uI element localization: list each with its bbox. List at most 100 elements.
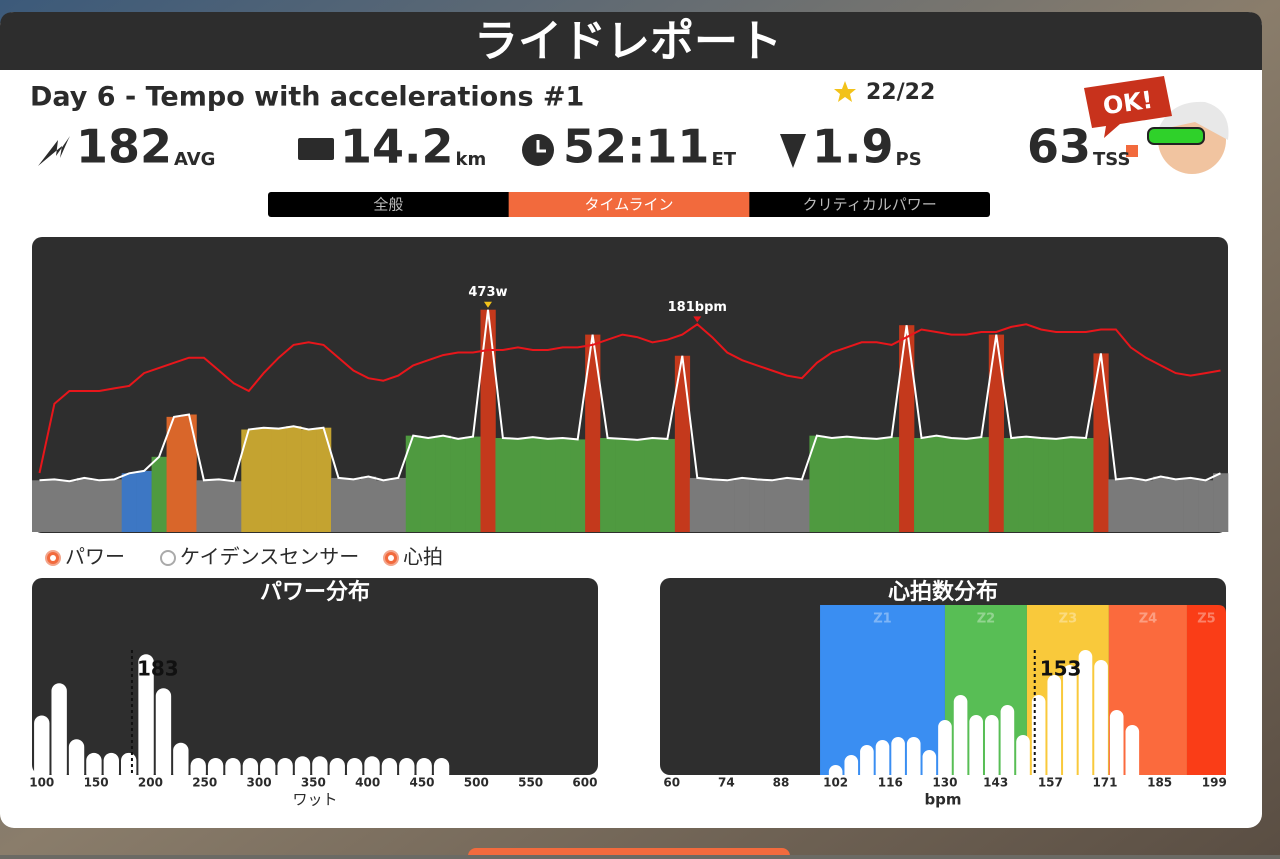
peak-marker (483, 301, 492, 308)
distance-icon (298, 138, 334, 160)
legend-toggle[interactable] (160, 550, 176, 566)
power-bar (973, 437, 990, 532)
clock-hand (536, 140, 546, 153)
zone-band (820, 605, 945, 775)
hist-bar (891, 737, 905, 781)
timeline: 473w 181bpm (32, 285, 1229, 532)
power-bar (540, 438, 556, 532)
power-bar (405, 435, 421, 532)
power-bar (316, 427, 332, 532)
power-bar (570, 439, 586, 532)
power-bar (914, 438, 930, 532)
hist-bar (969, 715, 983, 781)
tab-label[interactable]: タイムライン (585, 196, 674, 214)
tab[interactable] (508, 192, 750, 217)
title: ライドレポート (474, 16, 782, 67)
power-bar (600, 438, 616, 532)
power-bar (91, 480, 108, 532)
legend-dot (388, 555, 394, 561)
stat-unit: TSS (1093, 149, 1130, 170)
tab-label[interactable]: クリティカルパワー (803, 196, 937, 214)
power-bar (525, 437, 541, 532)
avatar: OK! (1084, 76, 1229, 174)
zone-label: Z1 (873, 612, 891, 627)
tss-help[interactable] (1126, 145, 1138, 157)
power-bar (360, 476, 377, 532)
legend-label[interactable]: ケイデンスセンサー (180, 545, 359, 569)
hist-bar (860, 745, 874, 781)
power-bar (495, 438, 511, 532)
hist-bar (51, 683, 67, 781)
hist-bar (86, 752, 102, 781)
power-bar (151, 456, 167, 532)
score: 22/22 (866, 80, 935, 105)
hist-bar (173, 742, 189, 781)
legend-label[interactable]: 心拍 (403, 545, 443, 569)
workout-name: Day 6 - Tempo with accelerations #1 (30, 82, 584, 113)
power-bar (884, 437, 900, 532)
power-bar (854, 438, 870, 532)
power-bar (674, 355, 691, 532)
power-bar (869, 438, 885, 532)
hist-bar (1047, 675, 1062, 781)
power-bar (465, 436, 481, 532)
power-bar (644, 438, 661, 532)
hist-bar (1094, 660, 1108, 781)
power-bar (375, 480, 392, 532)
x-tick-label: 200 (138, 776, 163, 790)
zone-label: Z4 (1139, 612, 1157, 627)
power-bar (1198, 480, 1214, 532)
hist-bar (1078, 650, 1093, 781)
x-tick-label: 600 (572, 776, 597, 790)
hist-bar (138, 654, 154, 781)
power-bar (61, 481, 78, 532)
stat-unit: km (456, 149, 487, 170)
hist-bar (953, 695, 968, 781)
hist-bar (938, 720, 952, 781)
hist-bar (1125, 725, 1140, 781)
x-tick-label: 500 (464, 776, 489, 790)
stat-value: 63 (1027, 120, 1091, 174)
x-tick-label: 300 (247, 776, 272, 790)
power-bar (839, 436, 855, 532)
power-bar (734, 477, 750, 532)
x-tick-label: 199 (1202, 776, 1227, 790)
power-bar (226, 481, 242, 532)
power-bar (211, 479, 227, 532)
hist-bar (1063, 665, 1077, 781)
hist-baseline-cover (32, 775, 598, 782)
power-bar (301, 429, 317, 532)
zone-label: Z2 (977, 612, 995, 627)
legend-label[interactable]: パワー (65, 545, 125, 569)
tab-label[interactable]: 全般 (373, 196, 403, 214)
power-bar (555, 438, 571, 532)
hist-bar (68, 739, 85, 781)
power-bar (450, 438, 466, 532)
stat-value: 1.9 (812, 120, 894, 174)
hist-bar (875, 740, 890, 781)
power-bar (271, 428, 287, 532)
stat-unit: ET (711, 149, 736, 170)
power-bar (1003, 438, 1019, 532)
stat-value: 14.2 (340, 120, 454, 174)
power-bar (749, 479, 765, 532)
power-bar (988, 334, 1005, 532)
hist-bar (294, 756, 311, 781)
power-bar (929, 435, 945, 532)
power-bar (1213, 473, 1229, 532)
hist-bar (984, 715, 999, 781)
hist-bar (103, 752, 119, 781)
hist-title: 心拍数分布 (888, 579, 998, 605)
peak-label: 473w (468, 285, 507, 300)
x-tick-label: 550 (518, 776, 543, 790)
power-bar (121, 473, 137, 532)
bottom-button[interactable] (468, 848, 790, 859)
power-line (39, 309, 1221, 483)
power-bar (106, 479, 122, 532)
power-bar (1033, 438, 1049, 532)
power-bar (794, 479, 810, 532)
power-icon (38, 136, 70, 166)
power-bar (704, 479, 720, 532)
x-tick-label: 102 (823, 776, 848, 790)
x-tick-label: 130 (932, 776, 957, 790)
